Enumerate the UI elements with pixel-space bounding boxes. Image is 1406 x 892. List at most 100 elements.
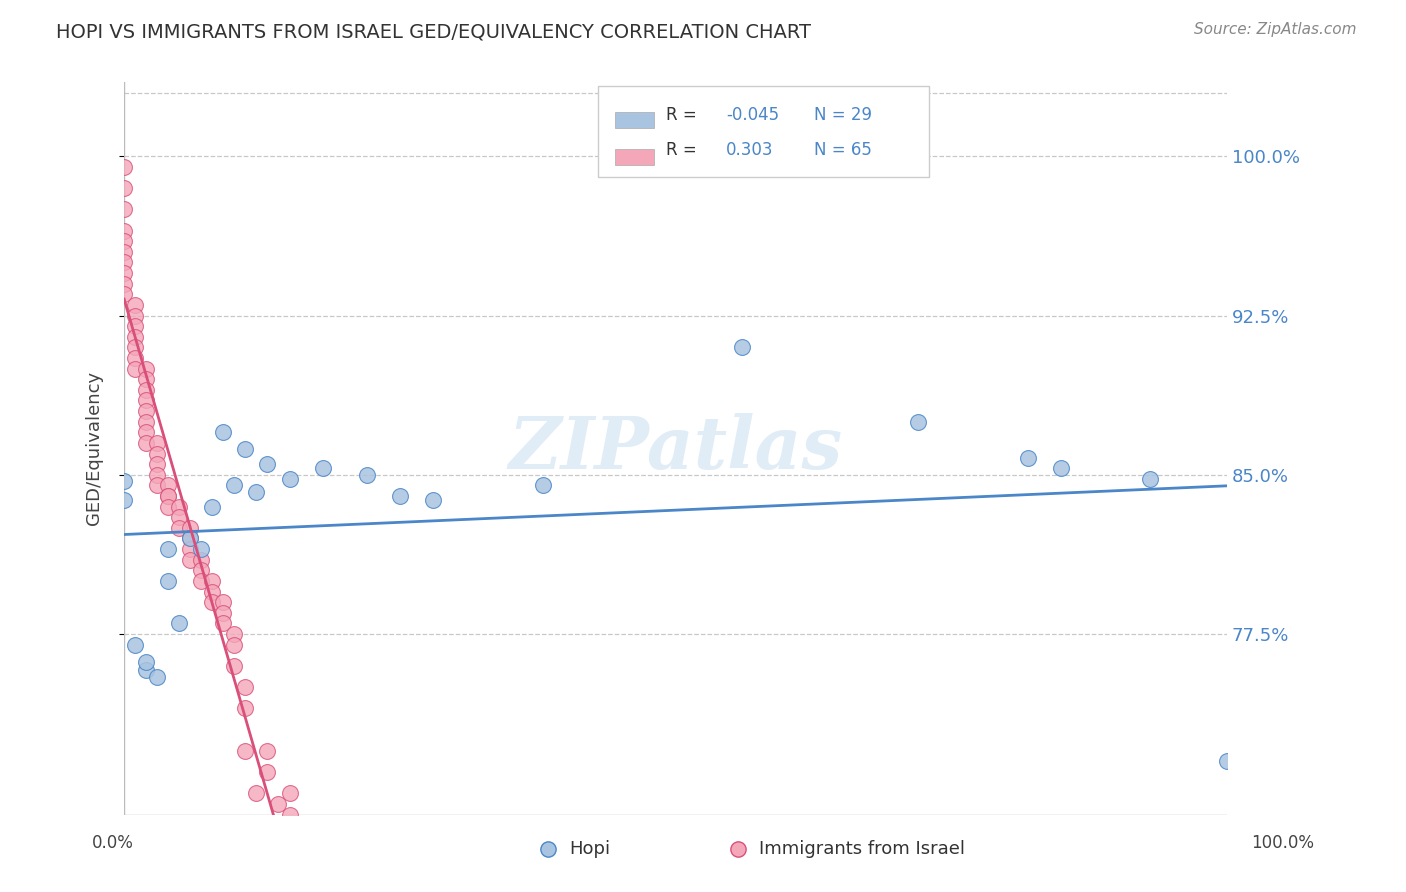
- Point: [267, 818, 290, 832]
- Point: [135, 361, 157, 376]
- Point: [167, 510, 190, 524]
- Point: [201, 574, 224, 588]
- Point: [356, 467, 378, 482]
- Y-axis label: GED/Equivalency: GED/Equivalency: [86, 371, 103, 525]
- Point: [124, 298, 146, 312]
- Text: Source: ZipAtlas.com: Source: ZipAtlas.com: [1194, 22, 1357, 37]
- FancyBboxPatch shape: [614, 149, 654, 165]
- Point: [1050, 461, 1073, 475]
- Point: [112, 223, 135, 237]
- Point: [224, 638, 246, 652]
- Text: HOPI VS IMMIGRANTS FROM ISRAEL GED/EQUIVALENCY CORRELATION CHART: HOPI VS IMMIGRANTS FROM ISRAEL GED/EQUIV…: [56, 22, 811, 41]
- Point: [212, 595, 235, 609]
- Point: [112, 493, 135, 508]
- Point: [190, 563, 212, 577]
- Point: [146, 446, 169, 460]
- Point: [235, 744, 257, 758]
- Point: [278, 786, 301, 800]
- Point: [157, 489, 180, 503]
- Point: [179, 532, 201, 546]
- Point: [212, 606, 235, 620]
- Point: [256, 457, 278, 471]
- Point: [135, 372, 157, 386]
- Point: [179, 542, 201, 557]
- Point: [201, 595, 224, 609]
- Point: [124, 351, 146, 365]
- Text: -0.045: -0.045: [725, 106, 779, 124]
- Text: Hopi: Hopi: [569, 840, 610, 858]
- Point: [112, 244, 135, 259]
- Point: [112, 474, 135, 488]
- Point: [124, 309, 146, 323]
- Text: 0.0%: 0.0%: [91, 834, 134, 852]
- Point: [157, 574, 180, 588]
- Point: [245, 786, 267, 800]
- FancyBboxPatch shape: [599, 86, 929, 178]
- Point: [135, 404, 157, 418]
- Point: [224, 659, 246, 673]
- Point: [235, 701, 257, 715]
- Point: [167, 616, 190, 631]
- Point: [135, 393, 157, 408]
- Point: [267, 797, 290, 811]
- Point: [124, 340, 146, 354]
- Point: [179, 532, 201, 546]
- Point: [256, 744, 278, 758]
- Point: [311, 461, 333, 475]
- Point: [201, 584, 224, 599]
- Text: R =: R =: [665, 141, 702, 160]
- Point: [146, 467, 169, 482]
- Point: [112, 277, 135, 291]
- Point: [124, 319, 146, 334]
- Point: [124, 330, 146, 344]
- Point: [112, 234, 135, 248]
- Point: [1139, 472, 1161, 486]
- Point: [146, 457, 169, 471]
- Point: [730, 340, 752, 354]
- Text: R =: R =: [665, 106, 702, 124]
- Text: 100.0%: 100.0%: [1251, 834, 1315, 852]
- Point: [245, 850, 267, 864]
- Point: [135, 425, 157, 440]
- Point: [135, 663, 157, 677]
- Point: [112, 255, 135, 269]
- Point: [157, 500, 180, 514]
- Point: [256, 765, 278, 780]
- Text: Immigrants from Israel: Immigrants from Israel: [759, 840, 966, 858]
- Point: [112, 181, 135, 195]
- Text: ZIPatlas: ZIPatlas: [509, 413, 842, 483]
- Point: [224, 478, 246, 492]
- Point: [278, 807, 301, 822]
- Point: [224, 627, 246, 641]
- Text: N = 29: N = 29: [814, 106, 872, 124]
- Point: [190, 574, 212, 588]
- Point: [146, 478, 169, 492]
- Point: [388, 489, 411, 503]
- Point: [135, 415, 157, 429]
- Point: [112, 266, 135, 280]
- Point: [212, 425, 235, 440]
- Point: [135, 655, 157, 669]
- Point: [212, 616, 235, 631]
- Point: [235, 442, 257, 457]
- Point: [245, 484, 267, 499]
- Point: [157, 542, 180, 557]
- Point: [157, 489, 180, 503]
- Point: [278, 472, 301, 486]
- Point: [112, 287, 135, 301]
- FancyBboxPatch shape: [614, 112, 654, 128]
- Point: [1216, 755, 1239, 769]
- Point: [190, 552, 212, 566]
- Point: [146, 669, 169, 683]
- Point: [190, 542, 212, 557]
- Point: [201, 500, 224, 514]
- Point: [135, 383, 157, 397]
- Point: [167, 500, 190, 514]
- Point: [167, 521, 190, 535]
- Point: [907, 415, 929, 429]
- Point: [179, 552, 201, 566]
- Text: N = 65: N = 65: [814, 141, 872, 160]
- Point: [146, 436, 169, 450]
- Point: [124, 361, 146, 376]
- Point: [135, 436, 157, 450]
